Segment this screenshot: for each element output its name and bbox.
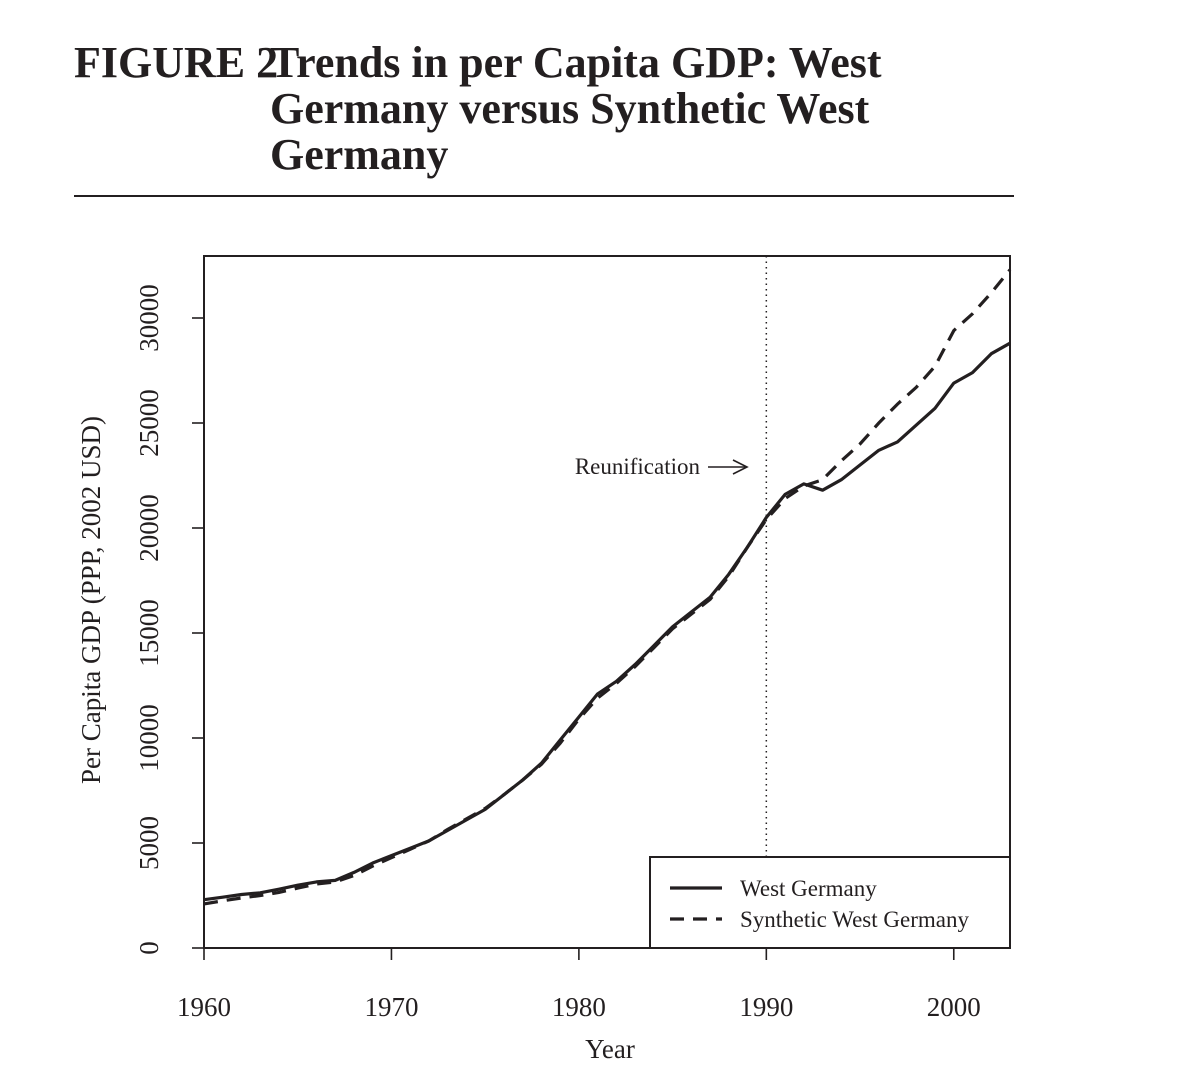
y-tick-label: 15000	[134, 599, 164, 667]
x-tick-label: 1990	[739, 992, 793, 1022]
x-tick-label: 1980	[552, 992, 606, 1022]
y-tick-label: 20000	[134, 494, 164, 562]
x-axis-label: Year	[585, 1034, 635, 1064]
reunification-label: Reunification	[575, 454, 701, 479]
header-rule	[74, 195, 1014, 197]
x-tick-label: 2000	[927, 992, 981, 1022]
figure-title: Trends in per Capita GDP: West Germany v…	[270, 38, 882, 179]
legend-label-west-germany: West Germany	[740, 876, 877, 901]
y-tick-label: 30000	[134, 284, 164, 352]
figure-label: FIGURE 2	[74, 38, 279, 87]
y-axis: 0 5000 10000 15000 20000 25000 30000	[134, 284, 204, 955]
legend-label-synthetic-west-germany: Synthetic West Germany	[740, 907, 969, 932]
x-axis: 1960 1970 1980 1990 2000	[177, 948, 981, 1022]
x-tick-label: 1970	[364, 992, 418, 1022]
legend: West Germany Synthetic West Germany	[649, 856, 1011, 949]
y-tick-label: 5000	[134, 816, 164, 870]
series-west-germany	[203, 341, 1011, 902]
series-synthetic-west-germany	[203, 268, 1012, 906]
plot-frame	[203, 255, 1011, 949]
y-tick-label: 0	[134, 941, 164, 955]
y-tick-label: 25000	[134, 389, 164, 457]
y-tick-label: 10000	[134, 704, 164, 772]
legend-box	[649, 856, 1011, 949]
x-tick-label: 1960	[177, 992, 231, 1022]
y-axis-label: Per Capita GDP (PPP, 2002 USD)	[76, 416, 106, 784]
reunification-arrow	[708, 459, 749, 475]
